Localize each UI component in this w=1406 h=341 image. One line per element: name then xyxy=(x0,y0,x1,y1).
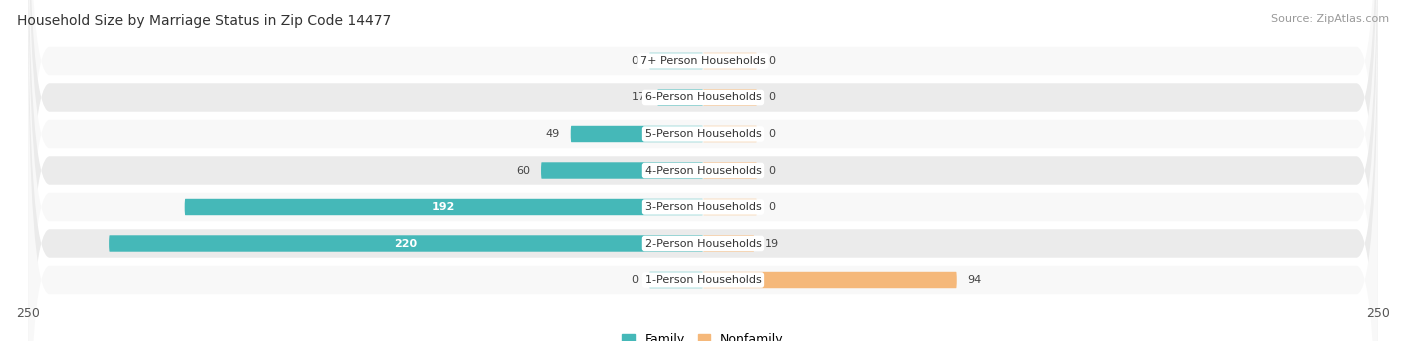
FancyBboxPatch shape xyxy=(703,272,956,288)
FancyBboxPatch shape xyxy=(650,53,703,69)
Text: Household Size by Marriage Status in Zip Code 14477: Household Size by Marriage Status in Zip… xyxy=(17,14,391,28)
Text: Source: ZipAtlas.com: Source: ZipAtlas.com xyxy=(1271,14,1389,24)
FancyBboxPatch shape xyxy=(110,235,703,252)
Text: 19: 19 xyxy=(765,238,779,249)
FancyBboxPatch shape xyxy=(571,126,703,142)
FancyBboxPatch shape xyxy=(703,53,756,69)
FancyBboxPatch shape xyxy=(541,162,703,179)
Text: 0: 0 xyxy=(768,129,775,139)
FancyBboxPatch shape xyxy=(28,0,1378,341)
Text: 192: 192 xyxy=(432,202,456,212)
Text: 1-Person Households: 1-Person Households xyxy=(644,275,762,285)
Text: 0: 0 xyxy=(768,92,775,103)
Text: 4-Person Households: 4-Person Households xyxy=(644,165,762,176)
Text: 0: 0 xyxy=(768,56,775,66)
Text: 0: 0 xyxy=(768,165,775,176)
FancyBboxPatch shape xyxy=(703,162,756,179)
FancyBboxPatch shape xyxy=(28,0,1378,341)
Text: 2-Person Households: 2-Person Households xyxy=(644,238,762,249)
Text: 6-Person Households: 6-Person Households xyxy=(644,92,762,103)
Text: 94: 94 xyxy=(967,275,981,285)
Text: 220: 220 xyxy=(395,238,418,249)
FancyBboxPatch shape xyxy=(703,89,756,106)
Text: 0: 0 xyxy=(631,56,638,66)
Text: 17: 17 xyxy=(633,92,647,103)
FancyBboxPatch shape xyxy=(657,89,703,106)
FancyBboxPatch shape xyxy=(650,272,703,288)
FancyBboxPatch shape xyxy=(28,0,1378,341)
Text: 7+ Person Households: 7+ Person Households xyxy=(640,56,766,66)
FancyBboxPatch shape xyxy=(28,0,1378,341)
Text: 60: 60 xyxy=(516,165,530,176)
Text: 5-Person Households: 5-Person Households xyxy=(644,129,762,139)
Text: 49: 49 xyxy=(546,129,560,139)
FancyBboxPatch shape xyxy=(184,199,703,215)
Text: 0: 0 xyxy=(768,202,775,212)
Legend: Family, Nonfamily: Family, Nonfamily xyxy=(617,328,789,341)
FancyBboxPatch shape xyxy=(703,199,756,215)
FancyBboxPatch shape xyxy=(28,2,1378,341)
Text: 0: 0 xyxy=(631,275,638,285)
FancyBboxPatch shape xyxy=(703,126,756,142)
FancyBboxPatch shape xyxy=(28,0,1378,339)
FancyBboxPatch shape xyxy=(28,0,1378,341)
FancyBboxPatch shape xyxy=(703,235,754,252)
Text: 3-Person Households: 3-Person Households xyxy=(644,202,762,212)
